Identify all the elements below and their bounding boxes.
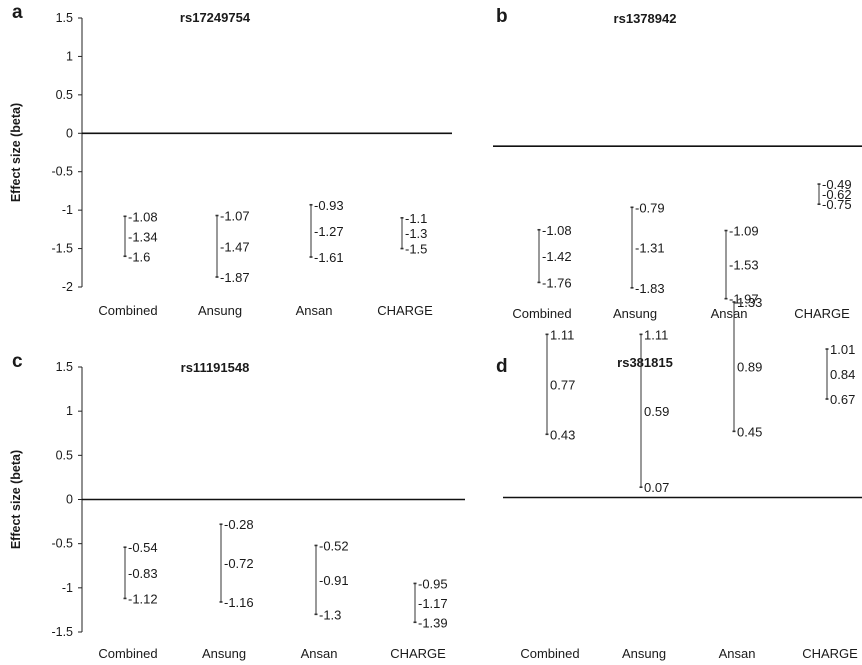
panel-b: b rs1378942 Combined -1.08 -1.42 -1.76 Ansung -… [493,6,862,321]
value-label-low: 0.43 [550,427,575,442]
value-label-high: -0.49 [822,177,852,192]
value-label-high: -0.93 [314,198,344,213]
category-label: Ansung [622,646,666,661]
category-label: Ansung [198,303,242,318]
value-label-mid: -1.17 [418,596,448,611]
y-tick-label: 0.5 [56,88,73,102]
y-axis-title: Effect size (beta) [9,450,23,549]
category-label: Combined [512,306,571,321]
value-label-high: -0.54 [128,540,158,555]
category-label: CHARGE [390,646,446,661]
value-label-mid: -1.27 [314,224,344,239]
value-label-mid: -0.83 [128,566,158,581]
y-tick-label: -1.5 [51,242,73,256]
value-label-low: -1.39 [418,615,448,630]
value-label-high: -1.09 [729,224,759,239]
value-label-low: -1.83 [635,281,665,296]
category-label: Ansung [202,646,246,661]
category-label: Ansan [711,306,748,321]
value-label-low: -1.87 [220,270,250,285]
category-label: Ansung [613,306,657,321]
value-label-high: -1.08 [542,223,572,238]
value-label-high: -0.28 [224,517,254,532]
value-label-high: -1.08 [128,209,158,224]
y-tick-label: -0.5 [51,165,73,179]
value-label-low: -1.5 [405,242,427,257]
value-label-high: -0.79 [635,200,665,215]
panel-letter: a [12,2,23,23]
value-label-mid: 0.77 [550,377,575,392]
value-label-high: -0.95 [418,576,448,591]
value-label-mid: -1.3 [405,226,427,241]
value-label-high: 1.01 [830,342,855,357]
y-tick-label: -2 [62,280,73,294]
value-label-low: -1.76 [542,275,572,290]
category-label: Combined [98,303,157,318]
value-label-low: -0.75 [822,197,852,212]
category-label: CHARGE [377,303,433,318]
value-label-mid: -1.34 [128,229,158,244]
value-label-low: -1.16 [224,595,254,610]
value-label-low: 0.07 [644,480,669,495]
category-label: Ansan [296,303,333,318]
panel-letter: b [496,6,508,27]
panel-a: a rs17249754 1.5 1 0.5 0 -0.5 -1 -1.5 -2 Effect si… [9,2,452,318]
y-tick-label: 0.5 [56,448,73,462]
value-label-high: 1.33 [737,295,762,310]
value-label-low: -1.6 [128,249,150,264]
value-label-high: -0.52 [319,538,349,553]
category-label: Ansan [719,646,756,661]
y-tick-label: -1 [62,203,73,217]
value-label-mid: -1.47 [220,239,250,254]
category-label: Ansan [301,646,338,661]
value-label-low: -1.97 [729,292,759,307]
panel-letter: d [496,356,508,377]
value-label-mid: 0.59 [644,404,669,419]
value-label-high: 1.11 [550,327,574,342]
y-axis-title: Effect size (beta) [9,103,23,202]
panel-title: rs1378942 [614,11,677,26]
y-tick-label: -1.5 [51,625,73,639]
category-label: CHARGE [794,306,850,321]
y-tick-label: -0.5 [51,537,73,551]
value-label-low: -1.12 [128,591,158,606]
value-label-low: -1.61 [314,250,344,265]
y-tick-label: 1.5 [56,360,73,374]
panel-title: rs11191548 [181,360,250,375]
value-label-high: -1.07 [220,209,250,224]
value-label-low: -1.3 [319,607,341,622]
y-tick-label: 1.5 [56,11,73,25]
panel-d: d rs381815 Combined 1.11 0.77 0.43 Ansung 1.11 0… [496,295,862,661]
value-label-mid: -0.72 [224,556,254,571]
panel-letter: c [12,351,23,372]
value-label-low: 0.67 [830,392,855,407]
value-label-mid: 0.84 [830,367,855,382]
y-tick-label: 0 [66,493,73,507]
value-label-mid: 0.89 [737,360,762,375]
value-label-mid: -1.31 [635,241,665,256]
value-label-mid: -0.91 [319,573,349,588]
category-label: CHARGE [802,646,858,661]
panel-c: c rs11191548 1.5 1 0.5 0 -0.5 -1 -1.5 Effect size… [9,351,465,661]
category-label: Combined [98,646,157,661]
y-tick-label: 0 [66,126,73,140]
panel-title: rs17249754 [180,10,251,25]
y-tick-label: 1 [66,404,73,418]
value-label-high: 1.11 [644,327,668,342]
value-label-high: -1.1 [405,211,427,226]
value-label-low: 0.45 [737,424,762,439]
value-label-mid: -0.62 [822,187,852,202]
y-tick-label: 1 [66,49,73,63]
category-label: Combined [520,646,579,661]
value-label-mid: -1.53 [729,258,759,273]
panel-title: rs381815 [617,355,673,370]
value-label-mid: -1.42 [542,249,572,264]
y-tick-label: -1 [62,581,73,595]
